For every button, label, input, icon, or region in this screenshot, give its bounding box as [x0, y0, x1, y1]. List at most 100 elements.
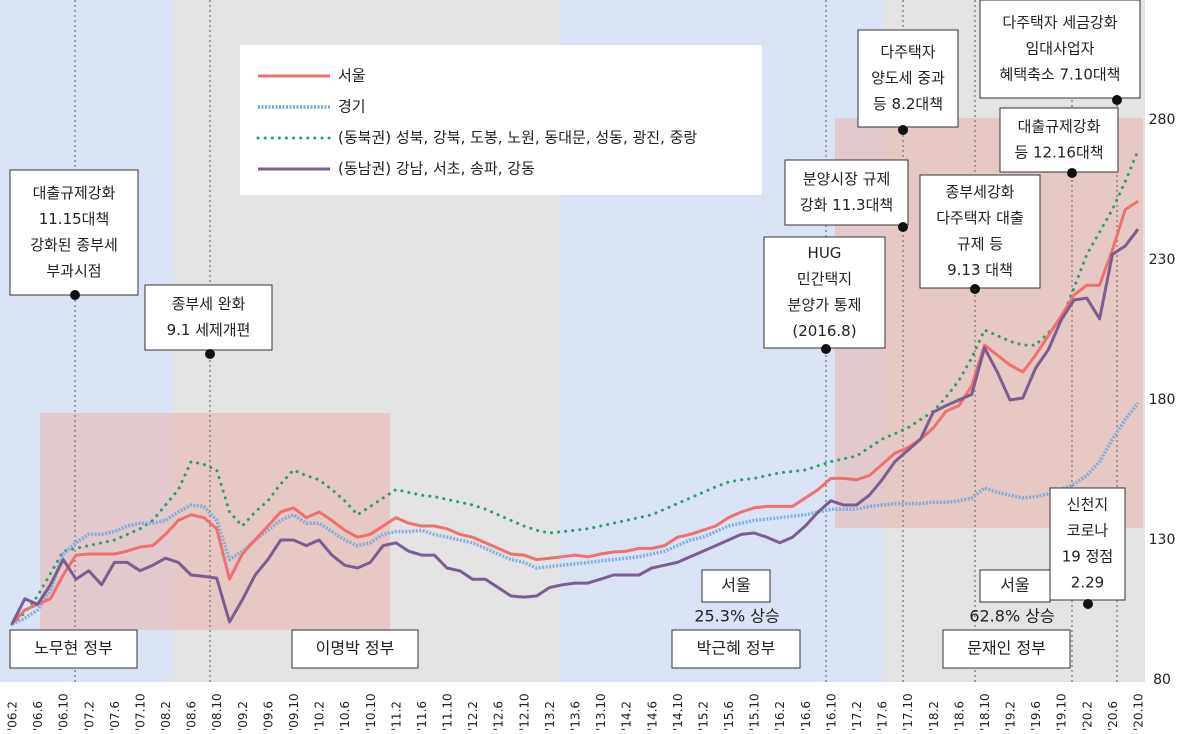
annotation-text: (2016.8) [792, 322, 856, 340]
period-label: 박근혜 정부 [697, 639, 776, 658]
x-tick-label: '08.6 [185, 701, 199, 731]
x-tick-label: '14.6 [645, 701, 659, 731]
annotation-text: 부과시점 [46, 262, 101, 280]
annotation-dot [1083, 599, 1093, 609]
x-tick-label: '09.10 [287, 693, 301, 731]
annotation-text: 신천지 [1067, 496, 1108, 514]
x-tick-label: '15.2 [696, 701, 710, 731]
x-tick-label: '19.6 [1029, 701, 1043, 731]
annotation-dot [821, 344, 831, 354]
period-label: 문재인 정부 [967, 639, 1046, 658]
series-line [10, 199, 1139, 626]
x-tick-label: '06.10 [57, 693, 71, 731]
x-tick-label: '17.6 [876, 701, 890, 731]
annotation-text: 다주택자 세금강화 [1002, 14, 1117, 32]
x-tick-label: '10.2 [313, 701, 327, 731]
annotation-dot [898, 125, 908, 135]
y-tick-label: 180 [1149, 392, 1176, 408]
x-tick-label: '18.6 [952, 701, 966, 731]
period-box [291, 629, 419, 669]
x-tick-label: '19.2 [1004, 701, 1018, 731]
x-tick-label: '20.10 [1132, 693, 1146, 731]
x-tick-label: '18.2 [927, 701, 941, 731]
rise-change: 62.8% 상승 [969, 607, 1054, 626]
annotation-box [763, 236, 886, 349]
annotation-dot [898, 222, 908, 232]
period-label: 노무현 정부 [34, 639, 113, 658]
legend-label: (동남권) 강남, 서초, 송파, 강동 [338, 160, 535, 178]
annotation-dot [70, 290, 80, 300]
y-tick-label: 280 [1149, 112, 1176, 128]
annotation-dot [205, 349, 215, 359]
annotation-text: 코로나 [1067, 522, 1109, 540]
x-tick-label: '12.6 [492, 701, 506, 731]
annotation-box [999, 107, 1119, 173]
annotation-text: 19 정점 [1062, 548, 1113, 566]
x-tick-label: '20.2 [1080, 701, 1094, 731]
x-tick-label: '11.6 [415, 701, 429, 731]
x-tick-label: '16.2 [773, 701, 787, 731]
period-box [942, 629, 1071, 669]
annotation-box [784, 159, 909, 226]
annotation-text: 대출규제강화 [33, 184, 116, 202]
annotation-dot [970, 284, 980, 294]
x-tick-label: '09.2 [236, 701, 250, 731]
annotation-box [919, 174, 1041, 289]
x-tick-label: '11.10 [441, 693, 455, 731]
x-tick-label: '08.10 [210, 693, 224, 731]
series-line [11, 401, 1140, 626]
y-tick-label: 80 [1153, 672, 1171, 688]
y-tick-label: 230 [1149, 252, 1176, 268]
annotation-box [979, 0, 1141, 99]
annotation-text: 분양시장 규제 [803, 170, 891, 188]
annotation-text: 종부세강화 [945, 183, 1014, 201]
x-tick-label: '07.10 [133, 693, 147, 731]
annotation-text: 강화 11.3대책 [800, 196, 893, 214]
x-tick-label: '17.2 [850, 701, 864, 731]
x-tick-label: '18.10 [978, 693, 992, 731]
x-tick-label: '06.6 [31, 701, 45, 731]
x-tick-label: '10.6 [338, 701, 352, 731]
rise-city: 서울 [721, 576, 750, 595]
period-box [671, 629, 801, 669]
x-tick-label: '07.2 [82, 701, 96, 731]
annotation-text: 강화된 종부세 [30, 236, 118, 254]
annotation-text: 대출규제강화 [1018, 118, 1101, 136]
x-tick-label: '14.2 [620, 701, 634, 731]
x-tick-label: '11.2 [389, 701, 403, 731]
x-tick-label: '13.6 [569, 701, 583, 731]
annotation-box [9, 169, 139, 296]
annotation-text: 양도세 중과 [871, 69, 945, 87]
annotation-text: 11.15대책 [39, 210, 110, 228]
x-tick-label: '13.10 [594, 693, 608, 731]
annotation-dot [1112, 95, 1122, 105]
annotation-text: 종부세 완화 [172, 295, 246, 313]
x-tick-label: '12.10 [517, 693, 531, 731]
x-tick-label: '15.10 [748, 693, 762, 731]
highlight [40, 413, 390, 630]
annotation-text: 9.1 세제개편 [167, 321, 251, 339]
x-tick-label: '16.6 [799, 701, 813, 731]
annotation-text: 규제 등 [957, 235, 1003, 253]
x-tick-label: '16.10 [824, 693, 838, 731]
series-line [10, 149, 1140, 626]
rise-box [701, 569, 771, 603]
annotation-text: 다주택자 대출 [936, 209, 1024, 227]
period-label: 이명박 정부 [316, 639, 395, 658]
x-tick-label: '13.2 [543, 701, 557, 731]
x-tick-label: '12.2 [466, 701, 480, 731]
annotation-text: 혜택축소 7.10대책 [1000, 66, 1121, 84]
rise-box [979, 569, 1051, 603]
series-line [10, 228, 1140, 625]
y-tick-label: 130 [1149, 532, 1176, 548]
x-tick-label: '06.2 [6, 701, 20, 731]
annotation-text: 민간택지 [797, 270, 852, 288]
legend-label: 경기 [338, 98, 366, 116]
x-tick-label: '14.10 [671, 693, 685, 731]
annotation-text: 등 8.2대책 [873, 95, 943, 113]
x-tick-label: '08.2 [159, 701, 173, 731]
x-tick-label: '07.6 [108, 701, 122, 731]
annotation-text: 등 12.16대책 [1014, 144, 1103, 162]
annotation-text: 분양가 통제 [788, 296, 862, 314]
